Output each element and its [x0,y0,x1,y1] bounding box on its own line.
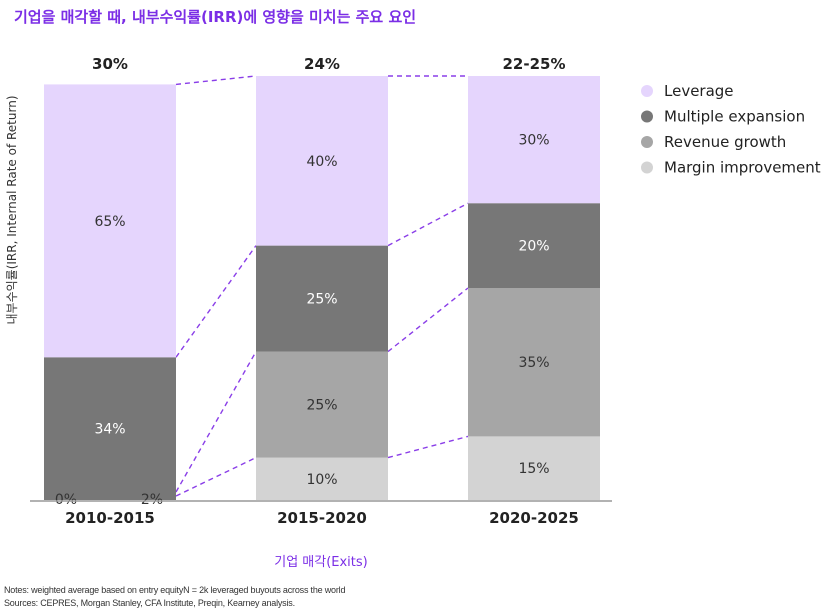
bar-leverage-2015-2020 [256,76,388,246]
data-label-revenue-growth-2010-2015: 2% [141,492,163,508]
bar-margin-improvement-2015-2020 [256,457,388,500]
connector-line [175,456,257,497]
segment-labels: 0% 2% 34% 65% 10% 25% 25% 40% 15% 35% 20% 30% [55,133,550,508]
data-label-leverage-2015-2020: 40% [306,154,337,170]
legend-marker-multiple-expansion [641,110,653,123]
connector-lines [175,75,469,497]
y-axis-title: 내부수익률(IRR, Internal Rate of Return) [5,95,19,324]
total-label-2015-2020: 24% [304,55,340,73]
notes-text: Notes: weighted average based on entry e… [4,585,346,595]
data-label-revenue-growth-2020-2025: 35% [518,355,549,371]
category-label-2010-2015: 2010-2015 [65,509,155,527]
data-label-margin-improvement-2015-2020: 10% [306,472,337,488]
legend-marker-leverage [641,85,653,97]
connector-line [175,351,257,493]
legend: Leverage Multiple expansion Revenue growth… [641,82,821,177]
data-label-multiple-expansion-2015-2020: 25% [306,292,337,308]
legend-label-multiple-expansion: Multiple expansion [664,108,805,126]
legend-label-revenue-growth: Revenue growth [664,133,786,151]
legend-label-margin-improvement: Margin improvement [664,159,821,177]
category-labels: 2010-2015 2015-2020 2020-2025 [65,509,579,527]
connector-line [387,202,469,247]
total-label-2020-2025: 22-25% [502,55,565,73]
connector-line [387,287,469,353]
bar-leverage-2020-2025 [468,76,600,204]
category-label-2020-2025: 2020-2025 [489,509,579,527]
legend-marker-revenue-growth [641,136,653,148]
bar-leverage-2010-2015 [44,84,176,358]
sources-text: Sources: CEPRES, Morgan Stanley, CFA Ins… [4,598,295,608]
connector-line [175,75,257,86]
bar-multiple-expansion-2020-2025 [468,203,600,288]
bar-margin-improvement-2020-2025 [468,436,600,500]
data-label-margin-improvement-2010-2015: 0% [55,492,77,508]
bar-revenue-growth-2020-2025 [468,288,600,437]
connector-line [175,245,257,358]
total-label-2010-2015: 30% [92,55,128,73]
data-label-revenue-growth-2015-2020: 25% [306,398,337,414]
data-label-leverage-2020-2025: 30% [518,133,549,149]
total-labels: 30% 24% 22-25% [92,55,565,73]
data-label-margin-improvement-2020-2025: 15% [518,461,549,477]
category-label-2015-2020: 2015-2020 [277,509,367,527]
data-label-multiple-expansion-2010-2015: 34% [94,422,125,438]
x-axis-title: 기업 매각(Exits) [274,555,368,570]
data-label-leverage-2010-2015: 65% [94,214,125,230]
chart-title: 기업을 매각할 때, 내부수익률(IRR)에 영향을 미치는 주요 요인 [14,8,417,26]
bar-multiple-expansion-2010-2015 [44,357,176,500]
legend-label-leverage: Leverage [664,82,734,100]
connector-line [387,435,469,459]
data-label-multiple-expansion-2020-2025: 20% [518,239,549,255]
legend-marker-margin-improvement [641,161,653,174]
bar-multiple-expansion-2015-2020 [256,245,388,352]
bar-segments [44,76,600,500]
bar-revenue-growth-2015-2020 [256,351,388,458]
